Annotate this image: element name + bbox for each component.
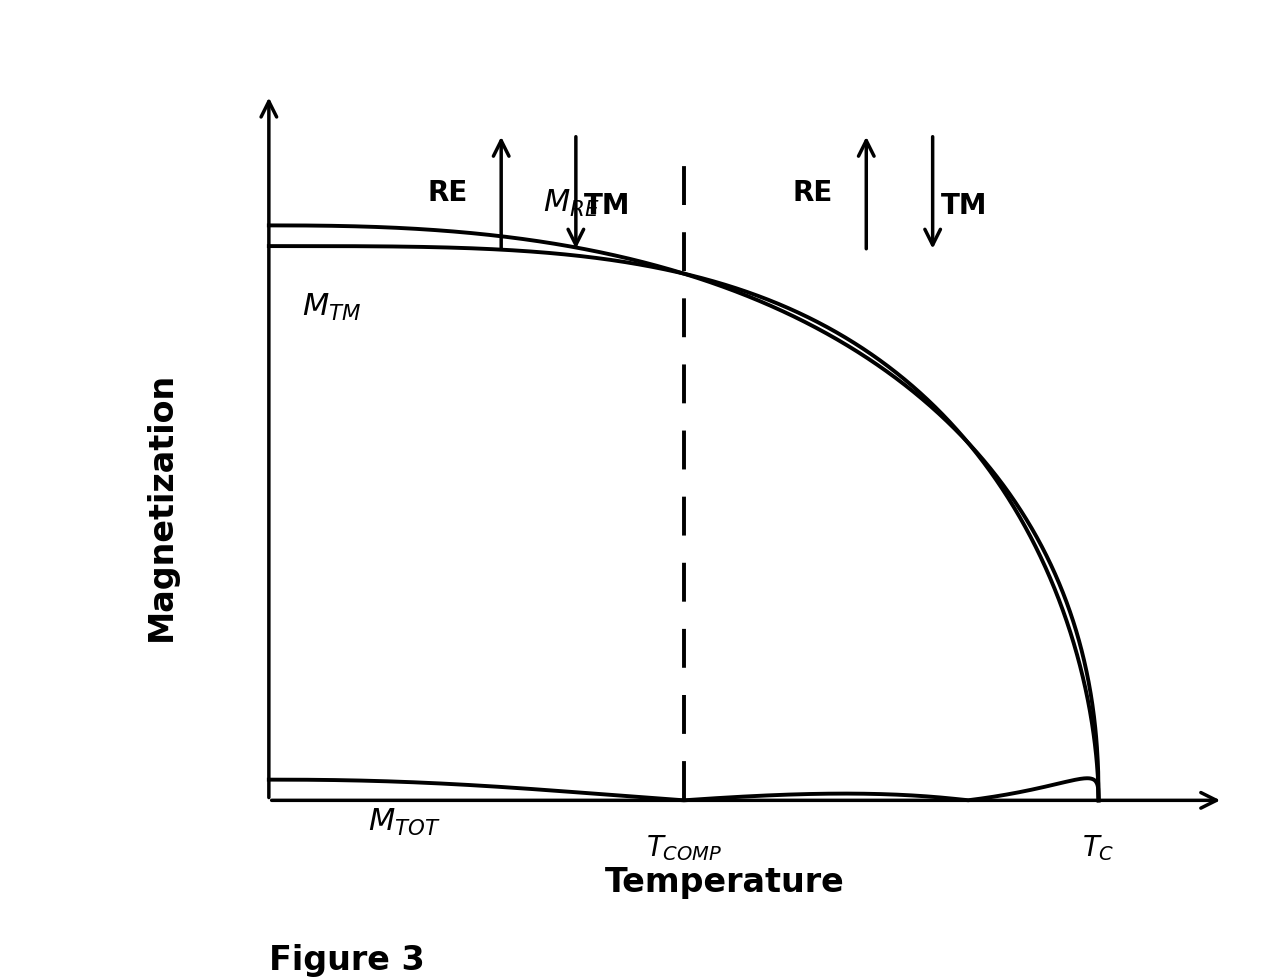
Text: Temperature: Temperature <box>606 865 845 899</box>
Text: $T_{COMP}$: $T_{COMP}$ <box>645 833 722 862</box>
Text: $M_{RE}$: $M_{RE}$ <box>543 188 599 219</box>
Text: TM: TM <box>941 192 988 220</box>
Text: $M_{TM}$: $M_{TM}$ <box>302 292 362 323</box>
Text: $T_C$: $T_C$ <box>1082 833 1114 862</box>
Text: Figure 3: Figure 3 <box>268 944 424 977</box>
Text: RE: RE <box>428 178 468 207</box>
Text: $M_{TOT}$: $M_{TOT}$ <box>368 807 441 838</box>
Text: TM: TM <box>584 192 630 220</box>
Text: RE: RE <box>792 178 833 207</box>
Text: Magnetization: Magnetization <box>144 371 178 641</box>
